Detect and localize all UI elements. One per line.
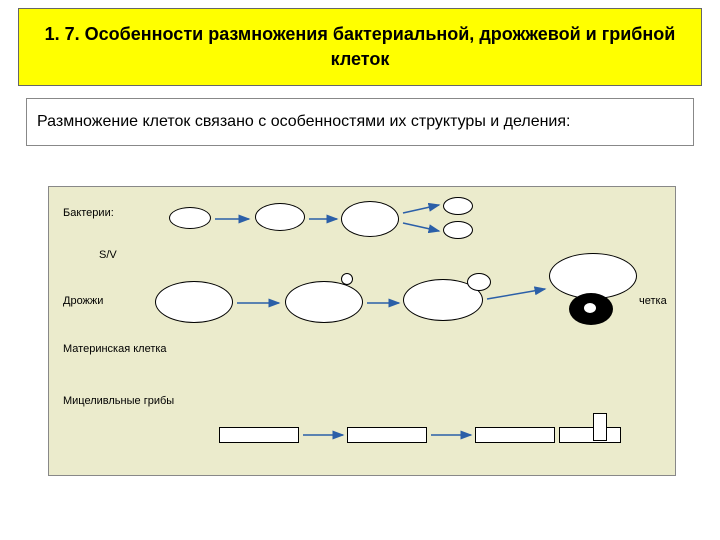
yeast-cell-4-spot bbox=[583, 302, 597, 314]
bacteria-cell-2 bbox=[255, 203, 305, 231]
fungi-seg-3 bbox=[475, 427, 555, 443]
label-daughter-cell: четка bbox=[639, 295, 667, 307]
label-yeast: Дрожжи bbox=[63, 295, 103, 307]
fungi-seg-2 bbox=[347, 427, 427, 443]
bacteria-cell-4b bbox=[443, 221, 473, 239]
bacteria-cell-1 bbox=[169, 207, 211, 229]
title-box: 1. 7. Особенности размножения бактериаль… bbox=[18, 8, 702, 86]
fungi-seg-3b bbox=[559, 427, 621, 443]
label-fungi: Мицеливльные грибы bbox=[63, 395, 174, 407]
title-text: 1. 7. Особенности размножения бактериаль… bbox=[39, 22, 681, 72]
yeast-cell-1 bbox=[155, 281, 233, 323]
subtitle-text: Размножение клеток связано с особенностя… bbox=[37, 113, 570, 131]
label-bacteria: Бактерии: bbox=[63, 207, 114, 219]
yeast-cell-2 bbox=[285, 281, 363, 323]
label-mother-cell: Материнская клетка bbox=[63, 343, 167, 355]
fungi-seg-branch bbox=[593, 413, 607, 441]
bacteria-cell-4a bbox=[443, 197, 473, 215]
bacteria-cell-3 bbox=[341, 201, 399, 237]
subtitle-box: Размножение клеток связано с особенностя… bbox=[26, 98, 694, 146]
yeast-bud-2 bbox=[341, 273, 353, 285]
diagram-box: Бактерии: S/V Дрожжи четка Материнская к… bbox=[48, 186, 676, 476]
label-sv: S/V bbox=[99, 249, 117, 261]
yeast-bud-3 bbox=[467, 273, 491, 291]
fungi-seg-1 bbox=[219, 427, 299, 443]
